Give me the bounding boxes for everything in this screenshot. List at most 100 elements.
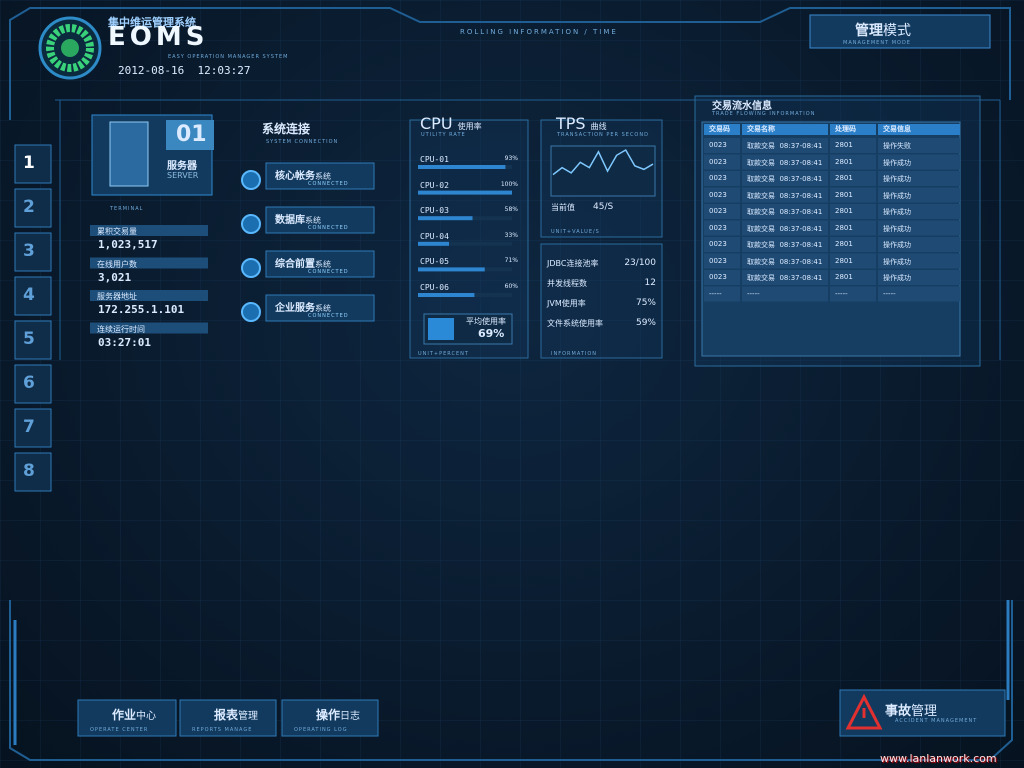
tab[interactable]: 6 <box>23 373 35 393</box>
cpu-name: CPU-05 <box>420 257 449 267</box>
stat-value: 172.255.1.101 <box>98 303 185 316</box>
connection-bold: 综合前置 <box>275 259 315 270</box>
connection-name: 企业服务系统 <box>275 299 331 314</box>
nav-suffix: 日志 <box>340 711 361 722</box>
nav-bold: 操作 <box>316 708 341 722</box>
stat-value: 1,023,517 <box>98 238 158 251</box>
nav-sub: OPERATE CENTER <box>90 727 149 733</box>
cpu-name: CPU-01 <box>420 155 449 164</box>
tab[interactable]: 2 <box>23 197 35 217</box>
tab[interactable]: 8 <box>23 461 35 481</box>
table-cell <box>742 187 828 203</box>
cpu-track <box>418 241 512 246</box>
tps-title-cn: 曲线 <box>590 122 607 131</box>
table-cell <box>878 253 960 269</box>
table-header-cell <box>742 124 828 135</box>
tab-box <box>14 408 52 448</box>
connection-status: CONNECTED <box>308 313 349 319</box>
tps-unit: UNIT+VALUE/S <box>551 229 600 235</box>
table-cell-text: 操作成功 <box>883 175 911 183</box>
table-cell-text: 操作失败 <box>883 142 911 150</box>
connection-bold: 数据库 <box>275 215 305 226</box>
table-cell <box>704 138 740 153</box>
cpu-bar <box>418 267 485 272</box>
tab-box <box>14 144 52 184</box>
nav-suffix: 中心 <box>136 711 157 722</box>
subtitle: EASY OPERATION MANAGER SYSTEM <box>168 54 289 60</box>
accident-title[interactable]: 事故管理 <box>885 700 937 719</box>
connection-node <box>241 214 261 234</box>
cpu-bar <box>418 241 450 246</box>
info-value: 75% <box>635 298 656 308</box>
table-cell-text: 0023 <box>709 207 727 215</box>
table-cell-text: ----- <box>835 289 848 298</box>
info-label: JDBC连接池率 <box>547 259 599 268</box>
cpu-value: 100% <box>500 180 518 188</box>
table-header: 处理码 <box>835 125 856 133</box>
stat-label-bg <box>90 290 208 301</box>
table-cell-text: 取款交易 08:37-08:41 <box>747 175 823 183</box>
cpu-bar <box>418 165 506 169</box>
table-cell-text: 取款交易 08:37-08:41 <box>747 224 823 233</box>
server-label-en: SERVER <box>167 171 199 180</box>
info-value: 23/100 <box>624 258 656 268</box>
table-cell <box>830 204 876 219</box>
table-cell <box>742 171 828 186</box>
table-cell <box>742 237 828 252</box>
tab[interactable]: 5 <box>23 329 35 349</box>
tab[interactable]: 7 <box>23 417 35 437</box>
avg-label: 平均使用率 <box>466 317 506 326</box>
nav-item[interactable]: 报表管理 <box>214 706 258 723</box>
table-cell-text: ----- <box>709 289 722 298</box>
table-cell-text: 2801 <box>835 174 853 182</box>
table-cell-text: 0023 <box>709 190 727 199</box>
table-cell <box>878 187 960 203</box>
table-cell <box>742 204 828 219</box>
tab-box <box>14 320 52 360</box>
table-cell <box>704 154 740 170</box>
stat-label-bg <box>90 225 208 236</box>
nav-item[interactable]: 作业中心 <box>112 706 156 723</box>
table-cell-text: 操作成功 <box>883 191 911 200</box>
tab[interactable]: 1 <box>23 153 35 173</box>
table-cell-text: 取款交易 08:37-08:41 <box>747 257 823 266</box>
tps-current: 45/S <box>593 202 614 212</box>
table-cell <box>704 220 740 236</box>
table-cell-text: 取款交易 08:37-08:41 <box>747 241 823 249</box>
table-cell-text: 2801 <box>835 190 853 199</box>
connection-suffix: 系统 <box>305 216 321 225</box>
system-title: 集中维运管理系统 <box>108 16 196 29</box>
table-cell <box>704 204 740 219</box>
table-cell-text: ----- <box>883 289 896 298</box>
table-cell-text: 操作成功 <box>883 208 911 216</box>
stat-label-bg <box>90 257 208 269</box>
accident-bold: 事故 <box>885 704 912 719</box>
tab-box <box>14 276 52 316</box>
nav-sub: REPORTS MANAGE <box>192 727 253 733</box>
info-label: 并发线程数 <box>547 279 587 288</box>
table-cell-text: ----- <box>747 289 760 298</box>
table-cell-text: 0023 <box>709 157 727 166</box>
table-cell-text: 操作成功 <box>883 158 911 167</box>
stat-label: 连续运行时间 <box>97 324 145 334</box>
nav-item[interactable]: 操作日志 <box>316 706 360 723</box>
connection-box <box>265 206 375 234</box>
table-cell <box>742 220 828 236</box>
cpu-bar <box>418 216 473 221</box>
tab[interactable]: 4 <box>23 285 35 305</box>
tab-box <box>14 364 52 404</box>
table-header-cell <box>830 124 876 135</box>
table-cell <box>830 187 876 203</box>
cpu-sub: UTILITY RATE <box>421 132 466 138</box>
table-cell <box>704 237 740 252</box>
connection-bold: 核心帐务 <box>275 171 315 182</box>
cpu-value: 58% <box>504 206 518 214</box>
table-cell-text: 0023 <box>709 256 727 265</box>
table-cell <box>742 286 828 302</box>
cpu-value: 71% <box>504 257 518 265</box>
cpu-name: CPU-03 <box>420 206 449 216</box>
tab[interactable]: 3 <box>23 241 35 261</box>
tps-title-en: TPS <box>556 114 586 133</box>
table-cell <box>830 154 876 170</box>
